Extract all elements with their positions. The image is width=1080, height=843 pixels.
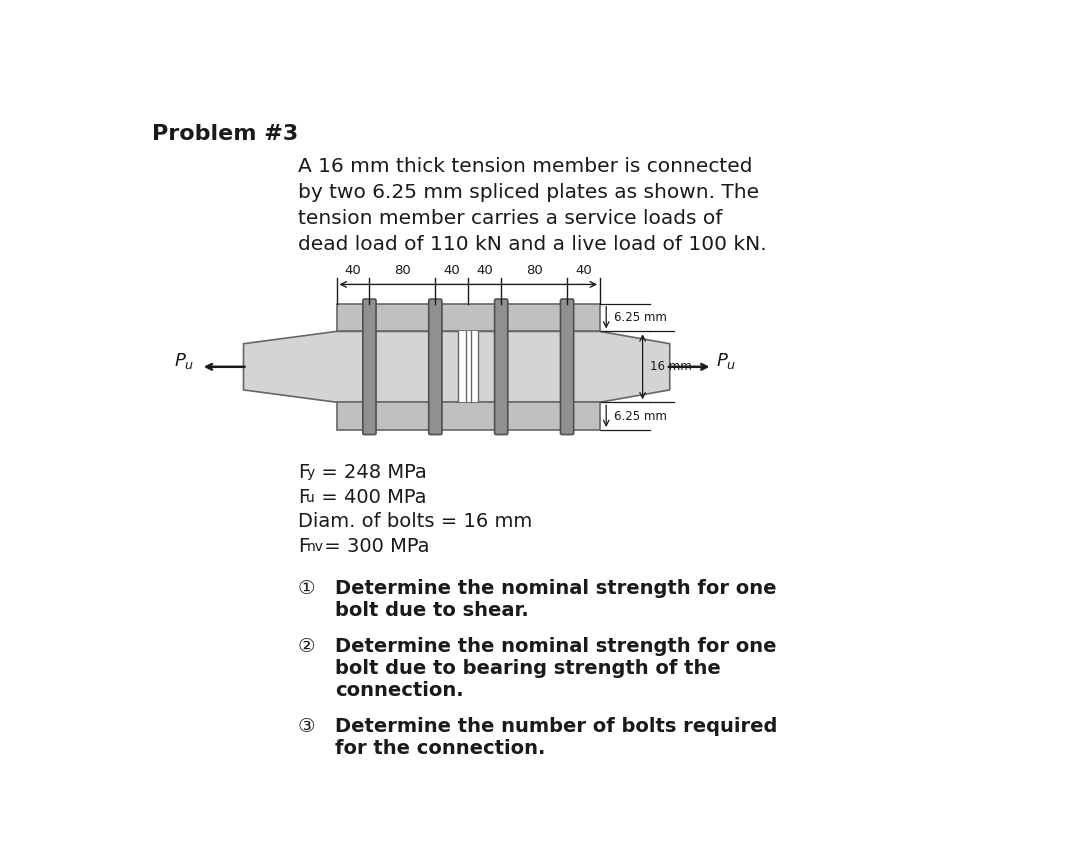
Text: 40: 40 xyxy=(576,264,592,277)
Text: ②: ② xyxy=(298,637,315,656)
Text: 40: 40 xyxy=(444,264,460,277)
Text: by two 6.25 mm spliced plates as shown. The: by two 6.25 mm spliced plates as shown. … xyxy=(298,183,759,201)
Bar xyxy=(337,303,600,331)
Text: $P_u$: $P_u$ xyxy=(174,351,194,371)
Bar xyxy=(337,402,600,430)
Text: 80: 80 xyxy=(526,264,542,277)
Text: Problem #3: Problem #3 xyxy=(152,124,298,144)
Text: ③: ③ xyxy=(298,717,315,736)
Text: u: u xyxy=(307,491,315,505)
Text: Determine the nominal strength for one
bolt due to shear.: Determine the nominal strength for one b… xyxy=(335,578,777,620)
Text: A 16 mm thick tension member is connected: A 16 mm thick tension member is connecte… xyxy=(298,157,753,175)
Polygon shape xyxy=(243,331,670,402)
Text: y: y xyxy=(307,466,314,481)
Bar xyxy=(471,331,478,402)
Text: F: F xyxy=(298,488,309,507)
Text: 16 mm: 16 mm xyxy=(650,360,692,373)
Text: $P_u$: $P_u$ xyxy=(716,351,737,371)
Text: 6.25 mm: 6.25 mm xyxy=(613,410,666,422)
Text: = 248 MPa: = 248 MPa xyxy=(314,463,427,482)
FancyBboxPatch shape xyxy=(363,299,376,435)
Text: ①: ① xyxy=(298,578,315,598)
Text: Determine the number of bolts required
for the connection.: Determine the number of bolts required f… xyxy=(335,717,778,758)
Bar xyxy=(458,331,465,402)
Text: Determine the nominal strength for one
bolt due to bearing strength of the
conne: Determine the nominal strength for one b… xyxy=(335,637,777,700)
Text: = 300 MPa: = 300 MPa xyxy=(318,537,430,556)
Text: 80: 80 xyxy=(394,264,410,277)
Bar xyxy=(465,331,471,402)
Text: 40: 40 xyxy=(476,264,494,277)
Text: F: F xyxy=(298,537,309,556)
Text: tension member carries a service loads of: tension member carries a service loads o… xyxy=(298,209,723,228)
Text: 6.25 mm: 6.25 mm xyxy=(613,311,666,324)
Text: Diam. of bolts = 16 mm: Diam. of bolts = 16 mm xyxy=(298,513,532,531)
Text: nv: nv xyxy=(307,540,323,554)
FancyBboxPatch shape xyxy=(495,299,508,435)
Text: 40: 40 xyxy=(345,264,362,277)
Text: = 400 MPa: = 400 MPa xyxy=(314,488,427,507)
Text: F: F xyxy=(298,463,309,482)
Text: dead load of 110 kN and a live load of 100 kN.: dead load of 110 kN and a live load of 1… xyxy=(298,235,767,254)
FancyBboxPatch shape xyxy=(561,299,573,435)
FancyBboxPatch shape xyxy=(429,299,442,435)
